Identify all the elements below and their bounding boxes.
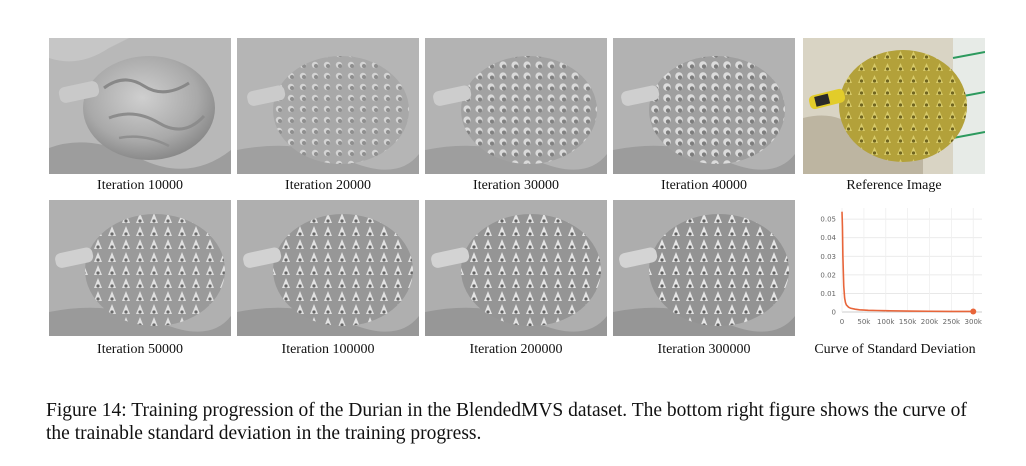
caption-iteration-100000: Iteration 100000 [281, 342, 375, 357]
caption-iteration-200000: Iteration 200000 [469, 342, 563, 357]
caption-iteration-40000: Iteration 40000 [661, 178, 747, 193]
y-tick-label: 0 [832, 309, 836, 317]
render-iteration-40000 [613, 38, 795, 174]
x-tick-label: 200k [921, 318, 939, 326]
render-iteration-10000 [49, 38, 231, 174]
y-tick-label: 0.05 [820, 216, 836, 224]
render-iteration-200000 [425, 200, 607, 336]
y-tick-label: 0.01 [820, 290, 836, 298]
y-tick-label: 0.02 [820, 271, 836, 279]
figure-caption-label: Figure 14: [46, 400, 127, 421]
render-iteration-30000 [425, 38, 607, 174]
caption-iteration-20000: Iteration 20000 [285, 178, 371, 193]
x-tick-label: 250k [943, 318, 961, 326]
reference-image [803, 38, 985, 174]
y-tick-label: 0.03 [820, 253, 836, 261]
x-tick-label: 100k [877, 318, 895, 326]
figure-caption: Figure 14: Training progression of the D… [46, 399, 986, 445]
y-tick-label: 0.04 [820, 234, 836, 242]
x-tick-label: 150k [899, 318, 917, 326]
caption-std-deviation-curve: Curve of Standard Deviation [814, 342, 976, 357]
caption-reference-image: Reference Image [846, 178, 942, 193]
render-iteration-50000 [49, 200, 231, 336]
std-deviation-chart: 0 0.01 0.02 0.03 0.04 0.05 0 50k 100k 150k 200k 250… [802, 200, 988, 336]
caption-iteration-50000: Iteration 50000 [97, 342, 183, 357]
figure-caption-text: Training progression of the Durian in th… [46, 400, 967, 444]
x-tick-label: 50k [857, 318, 871, 326]
render-iteration-300000 [613, 200, 795, 336]
caption-iteration-30000: Iteration 30000 [473, 178, 559, 193]
x-tick-label: 300k [965, 318, 983, 326]
render-iteration-20000 [237, 38, 419, 174]
std-deviation-curve [841, 211, 974, 313]
render-iteration-100000 [237, 200, 419, 336]
x-tick-label: 0 [840, 318, 844, 326]
caption-iteration-300000: Iteration 300000 [657, 342, 751, 357]
std-deviation-chart-svg: 0 0.01 0.02 0.03 0.04 0.05 0 50k 100k 150k 200k 250… [820, 208, 983, 326]
caption-iteration-10000: Iteration 10000 [97, 178, 183, 193]
std-deviation-end-point [970, 308, 977, 315]
